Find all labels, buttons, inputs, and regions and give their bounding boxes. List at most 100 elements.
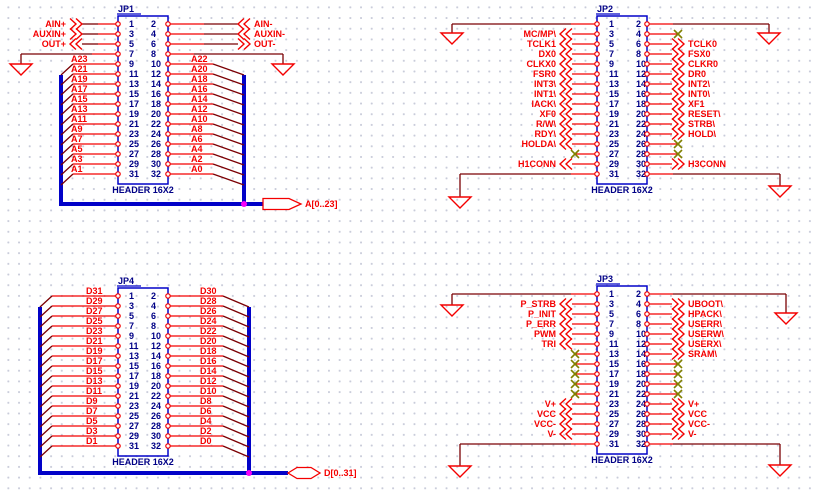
net-label[interactable]: D12 (200, 376, 217, 386)
pin-number[interactable]: 3 (609, 29, 614, 39)
port-label[interactable]: AUXIN- (254, 29, 285, 39)
pin-circle[interactable] (644, 161, 650, 167)
net-label[interactable]: A13 (71, 104, 88, 114)
pin-circle[interactable] (644, 21, 650, 27)
pin-number[interactable]: 20 (636, 379, 646, 389)
port-label[interactable]: HPACK\ (688, 309, 722, 319)
port-label[interactable]: OUT- (254, 39, 276, 49)
no-connect-x-icon[interactable] (570, 379, 580, 389)
port-label[interactable]: INT0\ (688, 89, 711, 99)
pin-circle[interactable] (644, 321, 650, 327)
pin-number[interactable]: 19 (129, 381, 139, 391)
net-label[interactable]: D27 (86, 306, 103, 316)
pin-circle[interactable] (644, 351, 650, 357)
pin-circle[interactable] (115, 121, 121, 127)
pin-number[interactable]: 11 (609, 339, 619, 349)
pin-circle[interactable] (644, 331, 650, 337)
pin-number[interactable]: 13 (609, 349, 619, 359)
pin-number[interactable]: 27 (609, 149, 619, 159)
pin-circle[interactable] (644, 91, 650, 97)
pin-circle[interactable] (115, 393, 121, 399)
net-label[interactable]: D26 (200, 306, 217, 316)
pin-number[interactable]: 1 (129, 291, 134, 301)
pin-number[interactable]: 23 (609, 399, 619, 409)
pin-circle[interactable] (165, 171, 171, 177)
pin-circle[interactable] (165, 323, 171, 329)
no-connect-x-icon[interactable] (570, 389, 580, 399)
net-label[interactable]: A5 (71, 144, 83, 154)
bus-entry-wire[interactable] (39, 295, 53, 308)
bus-tag-label[interactable]: D[0..31] (324, 468, 357, 478)
port-label[interactable]: V- (547, 429, 556, 439)
pin-number[interactable]: 4 (636, 29, 641, 39)
pin-circle[interactable] (644, 421, 650, 427)
pin-circle[interactable] (594, 51, 600, 57)
pin-number[interactable]: 26 (636, 139, 646, 149)
connector-jp4-box[interactable] (117, 287, 169, 457)
connector-jp1-box[interactable] (117, 15, 169, 185)
bus-entry-wire[interactable] (222, 375, 250, 388)
bus-tag[interactable] (286, 466, 322, 480)
pin-number[interactable]: 22 (151, 119, 161, 129)
pin-circle[interactable] (594, 431, 600, 437)
port-label[interactable]: P_INIT (528, 309, 557, 319)
port-label[interactable]: USERR\ (688, 319, 723, 329)
port-label[interactable]: MC/MP\ (524, 29, 557, 39)
pin-number[interactable]: 10 (636, 329, 646, 339)
pin-circle[interactable] (594, 111, 600, 117)
pin-number[interactable]: 28 (636, 419, 646, 429)
pin-circle[interactable] (594, 331, 600, 337)
pin-number[interactable]: 25 (129, 139, 139, 149)
pin-number[interactable]: 4 (636, 299, 641, 309)
bus-tag[interactable] (262, 197, 303, 211)
pin-circle[interactable] (115, 171, 121, 177)
pin-number[interactable]: 30 (151, 159, 161, 169)
port-label[interactable]: RESET\ (688, 109, 721, 119)
pin-circle[interactable] (115, 313, 121, 319)
pin-number[interactable]: 23 (129, 129, 139, 139)
pin-number[interactable]: 32 (636, 439, 646, 449)
pin-circle[interactable] (115, 403, 121, 409)
pin-number[interactable]: 14 (636, 349, 646, 359)
net-label[interactable]: D25 (86, 316, 103, 326)
pin-circle[interactable] (165, 413, 171, 419)
net-label[interactable]: D28 (200, 296, 217, 306)
pin-circle[interactable] (115, 81, 121, 87)
pin-number[interactable]: 5 (609, 309, 614, 319)
pin-circle[interactable] (644, 311, 650, 317)
pin-number[interactable]: 21 (129, 119, 139, 129)
pin-number[interactable]: 8 (151, 49, 156, 59)
bus-entry-wire[interactable] (39, 415, 53, 428)
pin-circle[interactable] (644, 291, 650, 297)
pin-circle[interactable] (644, 441, 650, 447)
pin-number[interactable]: 2 (151, 291, 156, 301)
pin-number[interactable]: 29 (609, 429, 619, 439)
bus-entry-wire[interactable] (212, 133, 245, 146)
no-connect-x-icon[interactable] (673, 149, 683, 159)
pin-circle[interactable] (165, 51, 171, 57)
net-label[interactable]: D22 (200, 326, 217, 336)
net-label[interactable]: D19 (86, 346, 103, 356)
net-label[interactable]: A18 (191, 74, 208, 84)
pin-circle[interactable] (644, 121, 650, 127)
pin-circle[interactable] (165, 91, 171, 97)
pin-number[interactable]: 11 (129, 69, 139, 79)
pin-circle[interactable] (165, 393, 171, 399)
pin-number[interactable]: 25 (129, 411, 139, 421)
net-label[interactable]: A4 (191, 144, 203, 154)
pin-number[interactable]: 5 (129, 311, 134, 321)
port-label[interactable]: HOLD\ (688, 129, 716, 139)
net-label[interactable]: D2 (200, 426, 212, 436)
pin-circle[interactable] (115, 373, 121, 379)
pin-circle[interactable] (165, 21, 171, 27)
pin-circle[interactable] (115, 111, 121, 117)
bus-entry-wire[interactable] (60, 73, 74, 86)
net-label[interactable]: A23 (71, 54, 88, 64)
net-label[interactable]: A21 (71, 64, 88, 74)
pin-number[interactable]: 24 (151, 129, 161, 139)
net-label[interactable]: A11 (71, 114, 87, 124)
bus-entry-wire[interactable] (222, 385, 250, 398)
pin-circle[interactable] (115, 413, 121, 419)
pin-number[interactable]: 14 (151, 79, 161, 89)
connector-part-label[interactable]: HEADER 16X2 (112, 457, 174, 467)
